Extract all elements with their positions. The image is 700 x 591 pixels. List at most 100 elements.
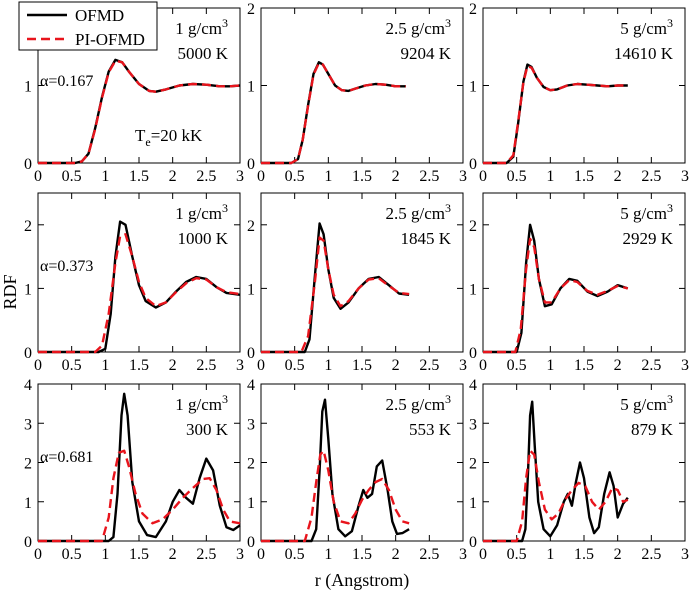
density-superscript: 3 <box>667 392 673 406</box>
y-axis-label: RDF <box>0 274 20 309</box>
y-tick-label: 3 <box>24 416 32 433</box>
alpha-label: α=0.167 <box>40 73 93 90</box>
density-value: 1 g/cm <box>175 395 222 414</box>
x-tick-label: 0.5 <box>62 357 82 374</box>
x-tick-label: 0.5 <box>507 546 527 563</box>
x-tick-label: 1 <box>546 168 554 185</box>
density-label: 5 g/cm3 <box>620 16 673 38</box>
density-value: 5 g/cm <box>620 19 667 38</box>
x-tick-label: 1 <box>101 546 109 563</box>
series-piofmd-line <box>261 236 410 354</box>
series-ofmd-line <box>261 398 410 543</box>
x-tick-label: 3 <box>459 546 467 563</box>
density-superscript: 3 <box>222 392 228 406</box>
y-tick-label: 0 <box>247 534 255 551</box>
x-tick-label: 2.5 <box>419 546 439 563</box>
x-tick-label: 1.5 <box>352 357 372 374</box>
series-ofmd-line <box>483 400 629 543</box>
legend-label-piofmd: PI-OFMD <box>75 30 145 49</box>
y-tick-label: 2 <box>247 456 255 473</box>
temperature-label: 879 K <box>631 420 674 439</box>
x-tick-label: 2 <box>392 546 400 563</box>
x-tick-label: 2 <box>169 357 177 374</box>
alpha-label: α=0.681 <box>40 449 93 466</box>
y-tick-label: 1 <box>247 281 255 298</box>
x-tick-label: 0.5 <box>285 357 305 374</box>
electron-temperature-label: Te=20 kK <box>135 126 203 149</box>
y-tick-label: 0 <box>469 534 477 551</box>
y-tick-label: 1 <box>24 281 32 298</box>
density-superscript: 3 <box>222 16 228 30</box>
series-piofmd-line <box>261 61 406 165</box>
x-tick-label: 2.5 <box>419 357 439 374</box>
x-tick-label: 1.5 <box>129 546 149 563</box>
y-tick-label: 1 <box>469 495 477 512</box>
x-tick-label: 2.5 <box>641 168 661 185</box>
x-tick-label: 2.5 <box>419 168 439 185</box>
density-label: 1 g/cm3 <box>175 392 228 414</box>
density-label: 1 g/cm3 <box>175 201 228 223</box>
y-tick-label: 0 <box>469 345 477 362</box>
x-tick-label: 0 <box>257 357 265 374</box>
x-tick-label: 1.5 <box>129 357 149 374</box>
density-label: 2.5 g/cm3 <box>386 201 452 223</box>
y-tick-label: 2 <box>247 1 255 18</box>
series-piofmd-line <box>38 449 241 543</box>
x-tick-label: 0.5 <box>62 546 82 563</box>
series-ofmd-line <box>261 222 410 354</box>
y-tick-label: 0 <box>469 156 477 173</box>
density-superscript: 3 <box>222 201 228 215</box>
y-tick-label: 3 <box>469 416 477 433</box>
y-tick-label: 4 <box>24 377 32 394</box>
density-superscript: 3 <box>667 16 673 30</box>
y-tick-label: 4 <box>469 377 477 394</box>
x-tick-label: 1 <box>546 357 554 374</box>
y-tick-label: 1 <box>24 79 32 96</box>
te-subscript: e <box>145 135 150 149</box>
temperature-label: 9204 K <box>400 44 451 63</box>
x-tick-label: 0.5 <box>62 168 82 185</box>
series-piofmd-line <box>483 237 629 354</box>
x-tick-label: 1 <box>101 168 109 185</box>
x-tick-label: 2 <box>392 168 400 185</box>
y-tick-label: 1 <box>469 281 477 298</box>
legend-label-ofmd: OFMD <box>75 6 124 25</box>
density-superscript: 3 <box>445 392 451 406</box>
y-tick-label: 0 <box>247 156 255 173</box>
x-tick-label: 1 <box>546 546 554 563</box>
x-tick-label: 1 <box>324 357 332 374</box>
y-tick-label: 0 <box>24 156 32 173</box>
y-tick-label: 1 <box>247 495 255 512</box>
series-ofmd-line <box>261 61 406 165</box>
x-tick-label: 1 <box>101 357 109 374</box>
legend-box <box>18 1 158 51</box>
x-tick-label: 0 <box>34 168 42 185</box>
series-piofmd-line <box>483 64 628 165</box>
x-tick-label: 0.5 <box>507 357 527 374</box>
density-label: 5 g/cm3 <box>620 392 673 414</box>
x-tick-label: 3 <box>459 168 467 185</box>
y-tick-label: 2 <box>24 218 32 235</box>
series-piofmd-line <box>261 449 410 543</box>
x-tick-label: 2 <box>169 546 177 563</box>
y-tick-label: 2 <box>469 1 477 18</box>
x-tick-label: 2.5 <box>196 546 216 563</box>
density-value: 5 g/cm <box>620 395 667 414</box>
x-tick-label: 3 <box>681 546 689 563</box>
x-tick-label: 2.5 <box>196 168 216 185</box>
alpha-label: α=0.373 <box>40 258 93 275</box>
x-tick-label: 3 <box>681 357 689 374</box>
density-value: 2.5 g/cm <box>386 395 446 414</box>
y-tick-label: 2 <box>469 456 477 473</box>
series-ofmd-line <box>483 63 628 165</box>
y-tick-label: 1 <box>247 79 255 96</box>
x-tick-label: 0 <box>479 357 487 374</box>
temperature-label: 2929 K <box>622 229 673 248</box>
x-axis-label: r (Angstrom) <box>315 570 409 591</box>
x-tick-label: 0 <box>479 546 487 563</box>
x-tick-label: 0 <box>479 168 487 185</box>
